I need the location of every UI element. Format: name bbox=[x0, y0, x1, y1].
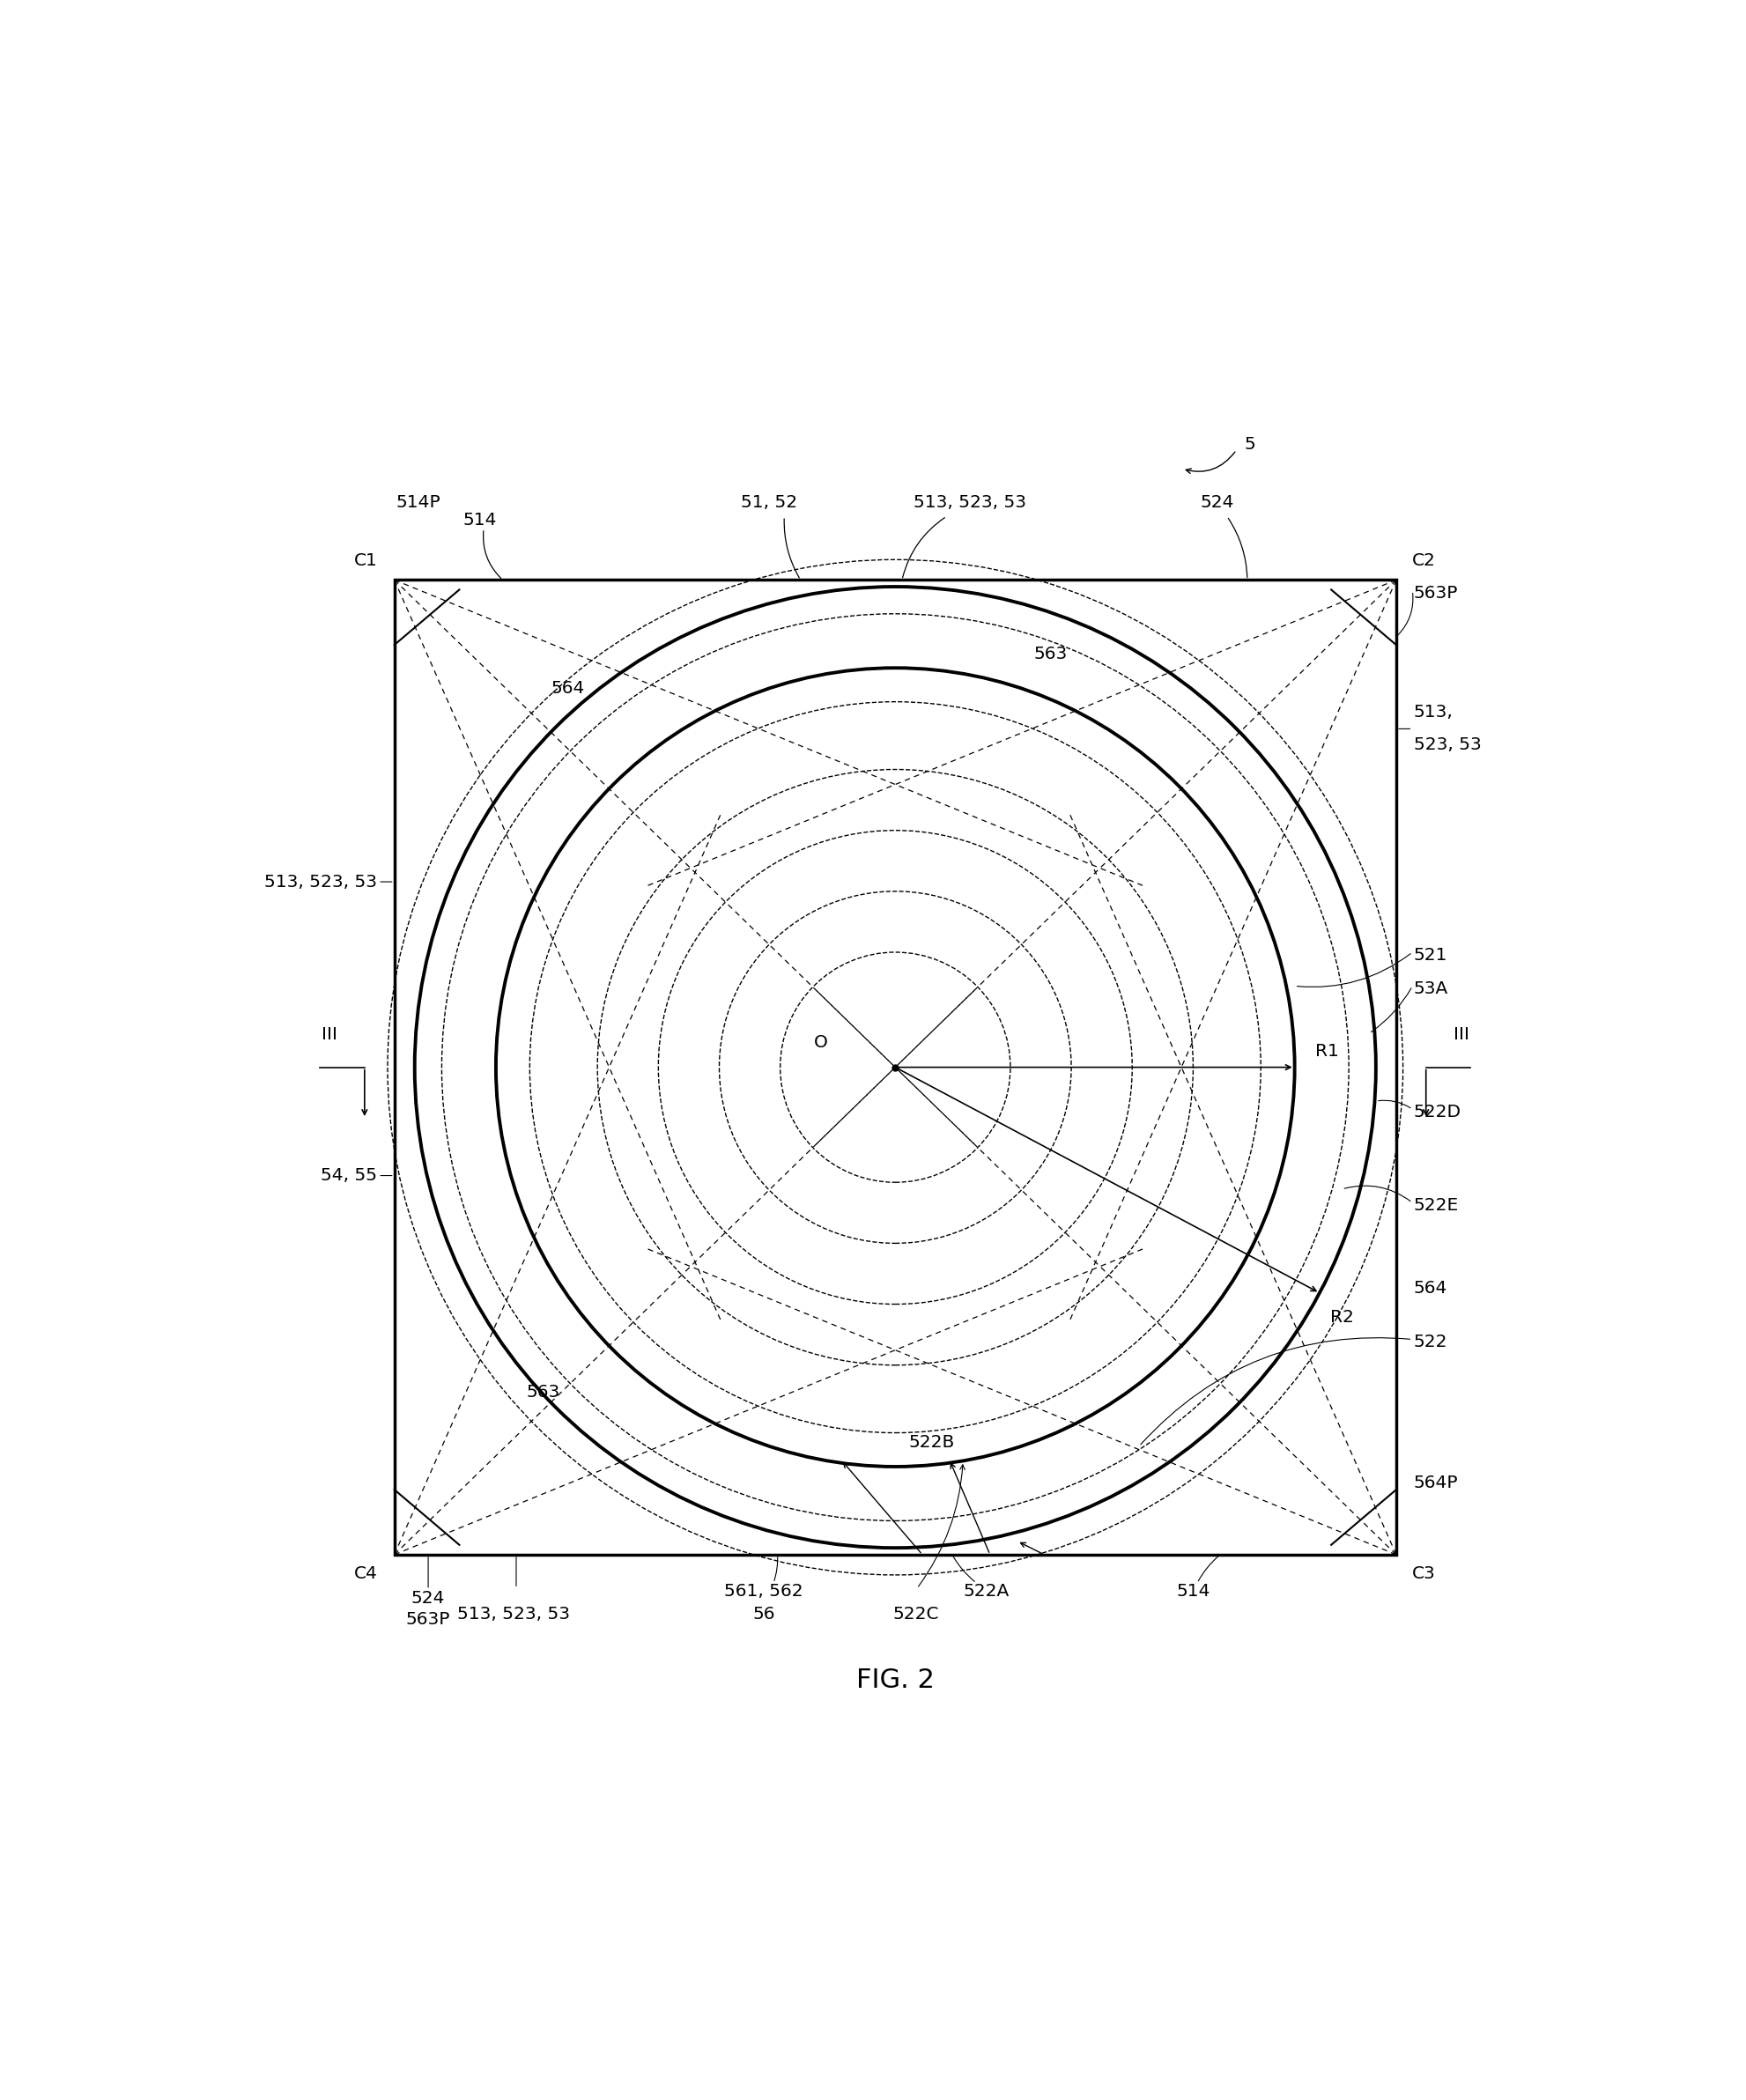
Text: III: III bbox=[1453, 1027, 1468, 1044]
Text: 564P: 564P bbox=[1413, 1474, 1458, 1491]
Text: 513, 523, 53: 513, 523, 53 bbox=[457, 1606, 569, 1623]
Text: 521: 521 bbox=[1413, 947, 1447, 964]
Text: 522C: 522C bbox=[892, 1606, 938, 1623]
Text: 53A: 53A bbox=[1413, 981, 1447, 997]
Text: R1: R1 bbox=[1315, 1044, 1337, 1058]
Text: 563P: 563P bbox=[405, 1611, 450, 1628]
Text: 563: 563 bbox=[526, 1384, 560, 1401]
Text: 513, 523, 53: 513, 523, 53 bbox=[264, 874, 377, 890]
Text: FIG. 2: FIG. 2 bbox=[856, 1667, 934, 1693]
Text: 564: 564 bbox=[1413, 1279, 1447, 1296]
Text: 522A: 522A bbox=[962, 1583, 1009, 1600]
Text: R2: R2 bbox=[1330, 1308, 1353, 1325]
Text: O: O bbox=[814, 1035, 828, 1052]
Text: C2: C2 bbox=[1413, 552, 1435, 569]
Text: 5: 5 bbox=[1243, 437, 1255, 454]
Text: 513,: 513, bbox=[1413, 704, 1453, 720]
Text: 51, 52: 51, 52 bbox=[740, 494, 798, 510]
Text: 563P: 563P bbox=[1413, 586, 1458, 603]
Text: 524: 524 bbox=[1200, 494, 1234, 510]
Text: C1: C1 bbox=[354, 552, 377, 569]
Text: III: III bbox=[321, 1027, 337, 1044]
Text: 56: 56 bbox=[753, 1606, 775, 1623]
Text: 514: 514 bbox=[1175, 1583, 1210, 1600]
Text: 514: 514 bbox=[463, 512, 496, 529]
Text: C3: C3 bbox=[1413, 1564, 1435, 1581]
Text: 522: 522 bbox=[1413, 1334, 1447, 1350]
Text: 564: 564 bbox=[550, 680, 585, 697]
Text: C4: C4 bbox=[354, 1564, 377, 1581]
Text: 522B: 522B bbox=[908, 1434, 955, 1451]
Text: 513, 523, 53: 513, 523, 53 bbox=[913, 494, 1025, 510]
Text: 522D: 522D bbox=[1413, 1105, 1461, 1119]
Text: 563: 563 bbox=[1034, 647, 1067, 664]
Text: 561, 562: 561, 562 bbox=[725, 1583, 803, 1600]
Text: 514P: 514P bbox=[396, 494, 440, 510]
Text: 523, 53: 523, 53 bbox=[1413, 737, 1481, 754]
Text: 54, 55: 54, 55 bbox=[320, 1168, 377, 1184]
Text: 522E: 522E bbox=[1413, 1197, 1458, 1214]
Text: 524: 524 bbox=[410, 1590, 445, 1607]
